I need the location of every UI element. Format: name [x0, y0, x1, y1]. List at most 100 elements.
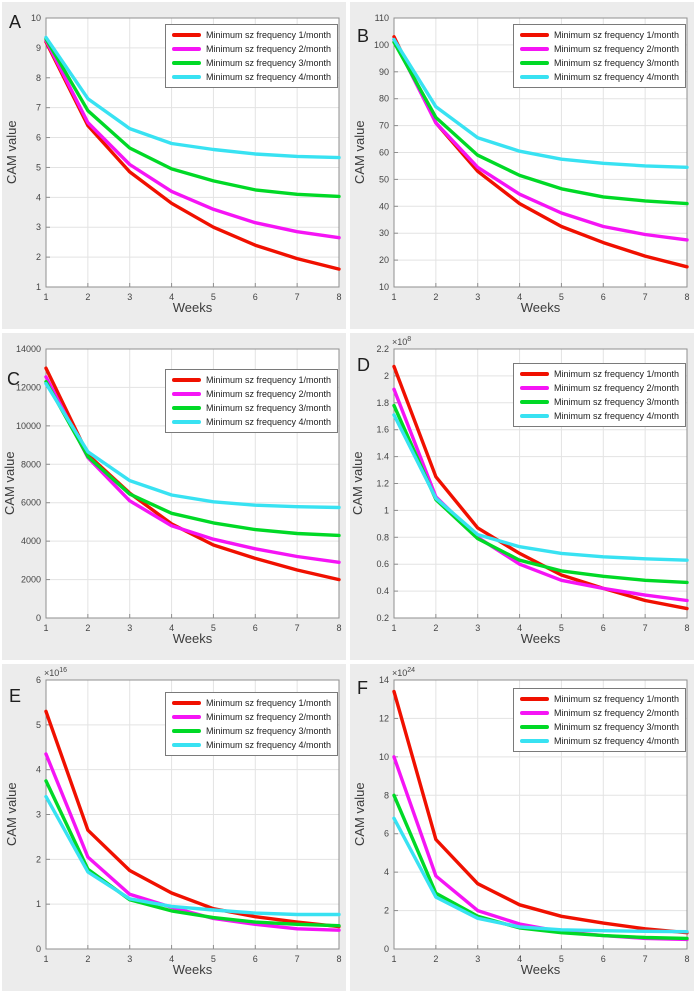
legend-item: Minimum sz frequency 2/month	[171, 712, 331, 722]
legend-item: Minimum sz frequency 2/month	[519, 383, 679, 393]
panel-b: B CAM value 1 2 3 4 5 6 7 8 10 20 30 40 50 60 70 80 90 10…	[350, 2, 694, 329]
legend-line-swatch	[171, 33, 201, 37]
panel-letter: E	[9, 686, 22, 706]
legend-label: Minimum sz frequency 4/month	[553, 736, 679, 746]
y-tick-label: 20	[379, 255, 389, 265]
x-tick-label: 2	[433, 292, 438, 302]
y-tick-label: 1.4	[376, 452, 389, 462]
x-tick-label: 3	[127, 954, 132, 964]
series-line-1month	[392, 689, 689, 935]
legend-item: Minimum sz frequency 3/month	[519, 397, 679, 407]
legend-item: Minimum sz frequency 4/month	[171, 417, 331, 427]
x-tick-label: 7	[643, 954, 648, 964]
y-tick-label: 1.2	[376, 479, 389, 489]
legend-label: Minimum sz frequency 2/month	[553, 44, 679, 54]
legend-item: Minimum sz frequency 1/month	[519, 30, 679, 40]
y-axis-label: CAM value	[4, 782, 19, 847]
y-axis-label: CAM value	[352, 782, 367, 847]
y-axis-exponent: ×1024	[392, 667, 415, 678]
y-tick-label: 6	[384, 829, 389, 839]
axis-box	[45, 348, 340, 619]
panel-letter: D	[357, 355, 370, 375]
y-tick-label: 90	[379, 67, 389, 77]
legend-label: Minimum sz frequency 1/month	[205, 30, 331, 40]
series-line-2month	[44, 38, 341, 240]
x-axis-label: Weeks	[520, 631, 561, 646]
x-tick-label: 4	[169, 954, 174, 964]
axis-box	[393, 679, 688, 950]
legend-item: Minimum sz frequency 3/month	[171, 726, 331, 736]
y-tick-label: 0.2	[376, 613, 389, 623]
legend-item: Minimum sz frequency 4/month	[171, 72, 331, 82]
y-tick-label: 14000	[16, 344, 41, 354]
series-line-3month	[44, 380, 341, 538]
y-tick-label: 6000	[21, 498, 41, 508]
y-tick-label: 1.8	[376, 398, 389, 408]
x-tick-label: 6	[253, 954, 258, 964]
legend-label: Minimum sz frequency 1/month	[553, 369, 679, 379]
y-tick-label: 10	[379, 752, 389, 762]
panel-f: F ×1024 CAM value 1 2 3 4 5 6 7 8 0 2 4 6 8 10 12 14 We…	[350, 664, 694, 991]
legend-label: Minimum sz frequency 1/month	[553, 694, 679, 704]
x-tick-label: 5	[559, 623, 564, 633]
x-tick-label: 7	[643, 623, 648, 633]
x-tick-label: 1	[391, 954, 396, 964]
series-line-1month	[44, 40, 341, 271]
legend: Minimum sz frequency 1/month Minimum sz …	[164, 369, 338, 433]
x-tick-label: 8	[336, 623, 341, 633]
legend-item: Minimum sz frequency 2/month	[519, 44, 679, 54]
x-tick-label: 7	[295, 292, 300, 302]
x-tick-label: 6	[601, 292, 606, 302]
x-tick-label: 2	[433, 954, 438, 964]
y-axis-label: CAM value	[350, 451, 365, 516]
legend-line-swatch	[171, 420, 201, 424]
legend-line-swatch	[519, 33, 549, 37]
legend-label: Minimum sz frequency 1/month	[553, 30, 679, 40]
legend-line-swatch	[519, 711, 549, 715]
legend-label: Minimum sz frequency 3/month	[553, 722, 679, 732]
axis-box	[45, 17, 340, 288]
legend-item: Minimum sz frequency 2/month	[519, 708, 679, 718]
y-tick-label: 0	[384, 944, 389, 954]
y-tick-label: 7	[36, 103, 41, 113]
legend-label: Minimum sz frequency 2/month	[205, 712, 331, 722]
y-tick-label: 100	[374, 40, 389, 50]
legend-line-swatch	[171, 729, 201, 733]
legend-line-swatch	[171, 392, 201, 396]
y-tick-label: 80	[379, 94, 389, 104]
x-tick-label: 5	[559, 292, 564, 302]
x-tick-label: 1	[391, 292, 396, 302]
y-tick-label: 1.6	[376, 425, 389, 435]
x-tick-label: 2	[85, 623, 90, 633]
legend-item: Minimum sz frequency 3/month	[171, 403, 331, 413]
legend-label: Minimum sz frequency 4/month	[553, 411, 679, 421]
y-tick-label: 3	[36, 810, 41, 820]
x-tick-label: 4	[169, 292, 174, 302]
legend: Minimum sz frequency 1/month Minimum sz …	[512, 688, 686, 752]
legend-line-swatch	[171, 61, 201, 65]
series-line-4month	[392, 37, 689, 170]
y-tick-label: 2	[384, 371, 389, 381]
y-axis-exponent: ×108	[392, 336, 411, 347]
series-line-3month	[44, 779, 341, 928]
y-tick-label: 2	[384, 906, 389, 916]
y-tick-label: 4000	[21, 536, 41, 546]
legend-item: Minimum sz frequency 4/month	[171, 740, 331, 750]
y-tick-label: 0.8	[376, 532, 389, 542]
y-tick-label: 10	[379, 282, 389, 292]
y-tick-label: 14	[379, 675, 389, 685]
panel-c: C CAM value 1 2 3 4 5 6 7 8 0 2000 4000 6000 8000 100…	[2, 333, 346, 660]
y-tick-label: 4	[36, 765, 41, 775]
legend: Minimum sz frequency 1/month Minimum sz …	[512, 363, 686, 427]
series-line-4month	[44, 381, 341, 510]
legend-label: Minimum sz frequency 2/month	[553, 383, 679, 393]
legend-item: Minimum sz frequency 1/month	[519, 369, 679, 379]
legend-item: Minimum sz frequency 2/month	[171, 44, 331, 54]
panel-d: D ×108 CAM value 1 2 3 4 5 6 7 8 0.2 0.4 0.6 0.8 1 1.…	[350, 333, 694, 660]
legend-line-swatch	[171, 715, 201, 719]
x-tick-label: 6	[253, 623, 258, 633]
panel-letter: B	[357, 26, 370, 46]
legend-item: Minimum sz frequency 1/month	[171, 375, 331, 385]
panel-letter: C	[7, 369, 20, 389]
panel-letter: A	[9, 12, 22, 32]
